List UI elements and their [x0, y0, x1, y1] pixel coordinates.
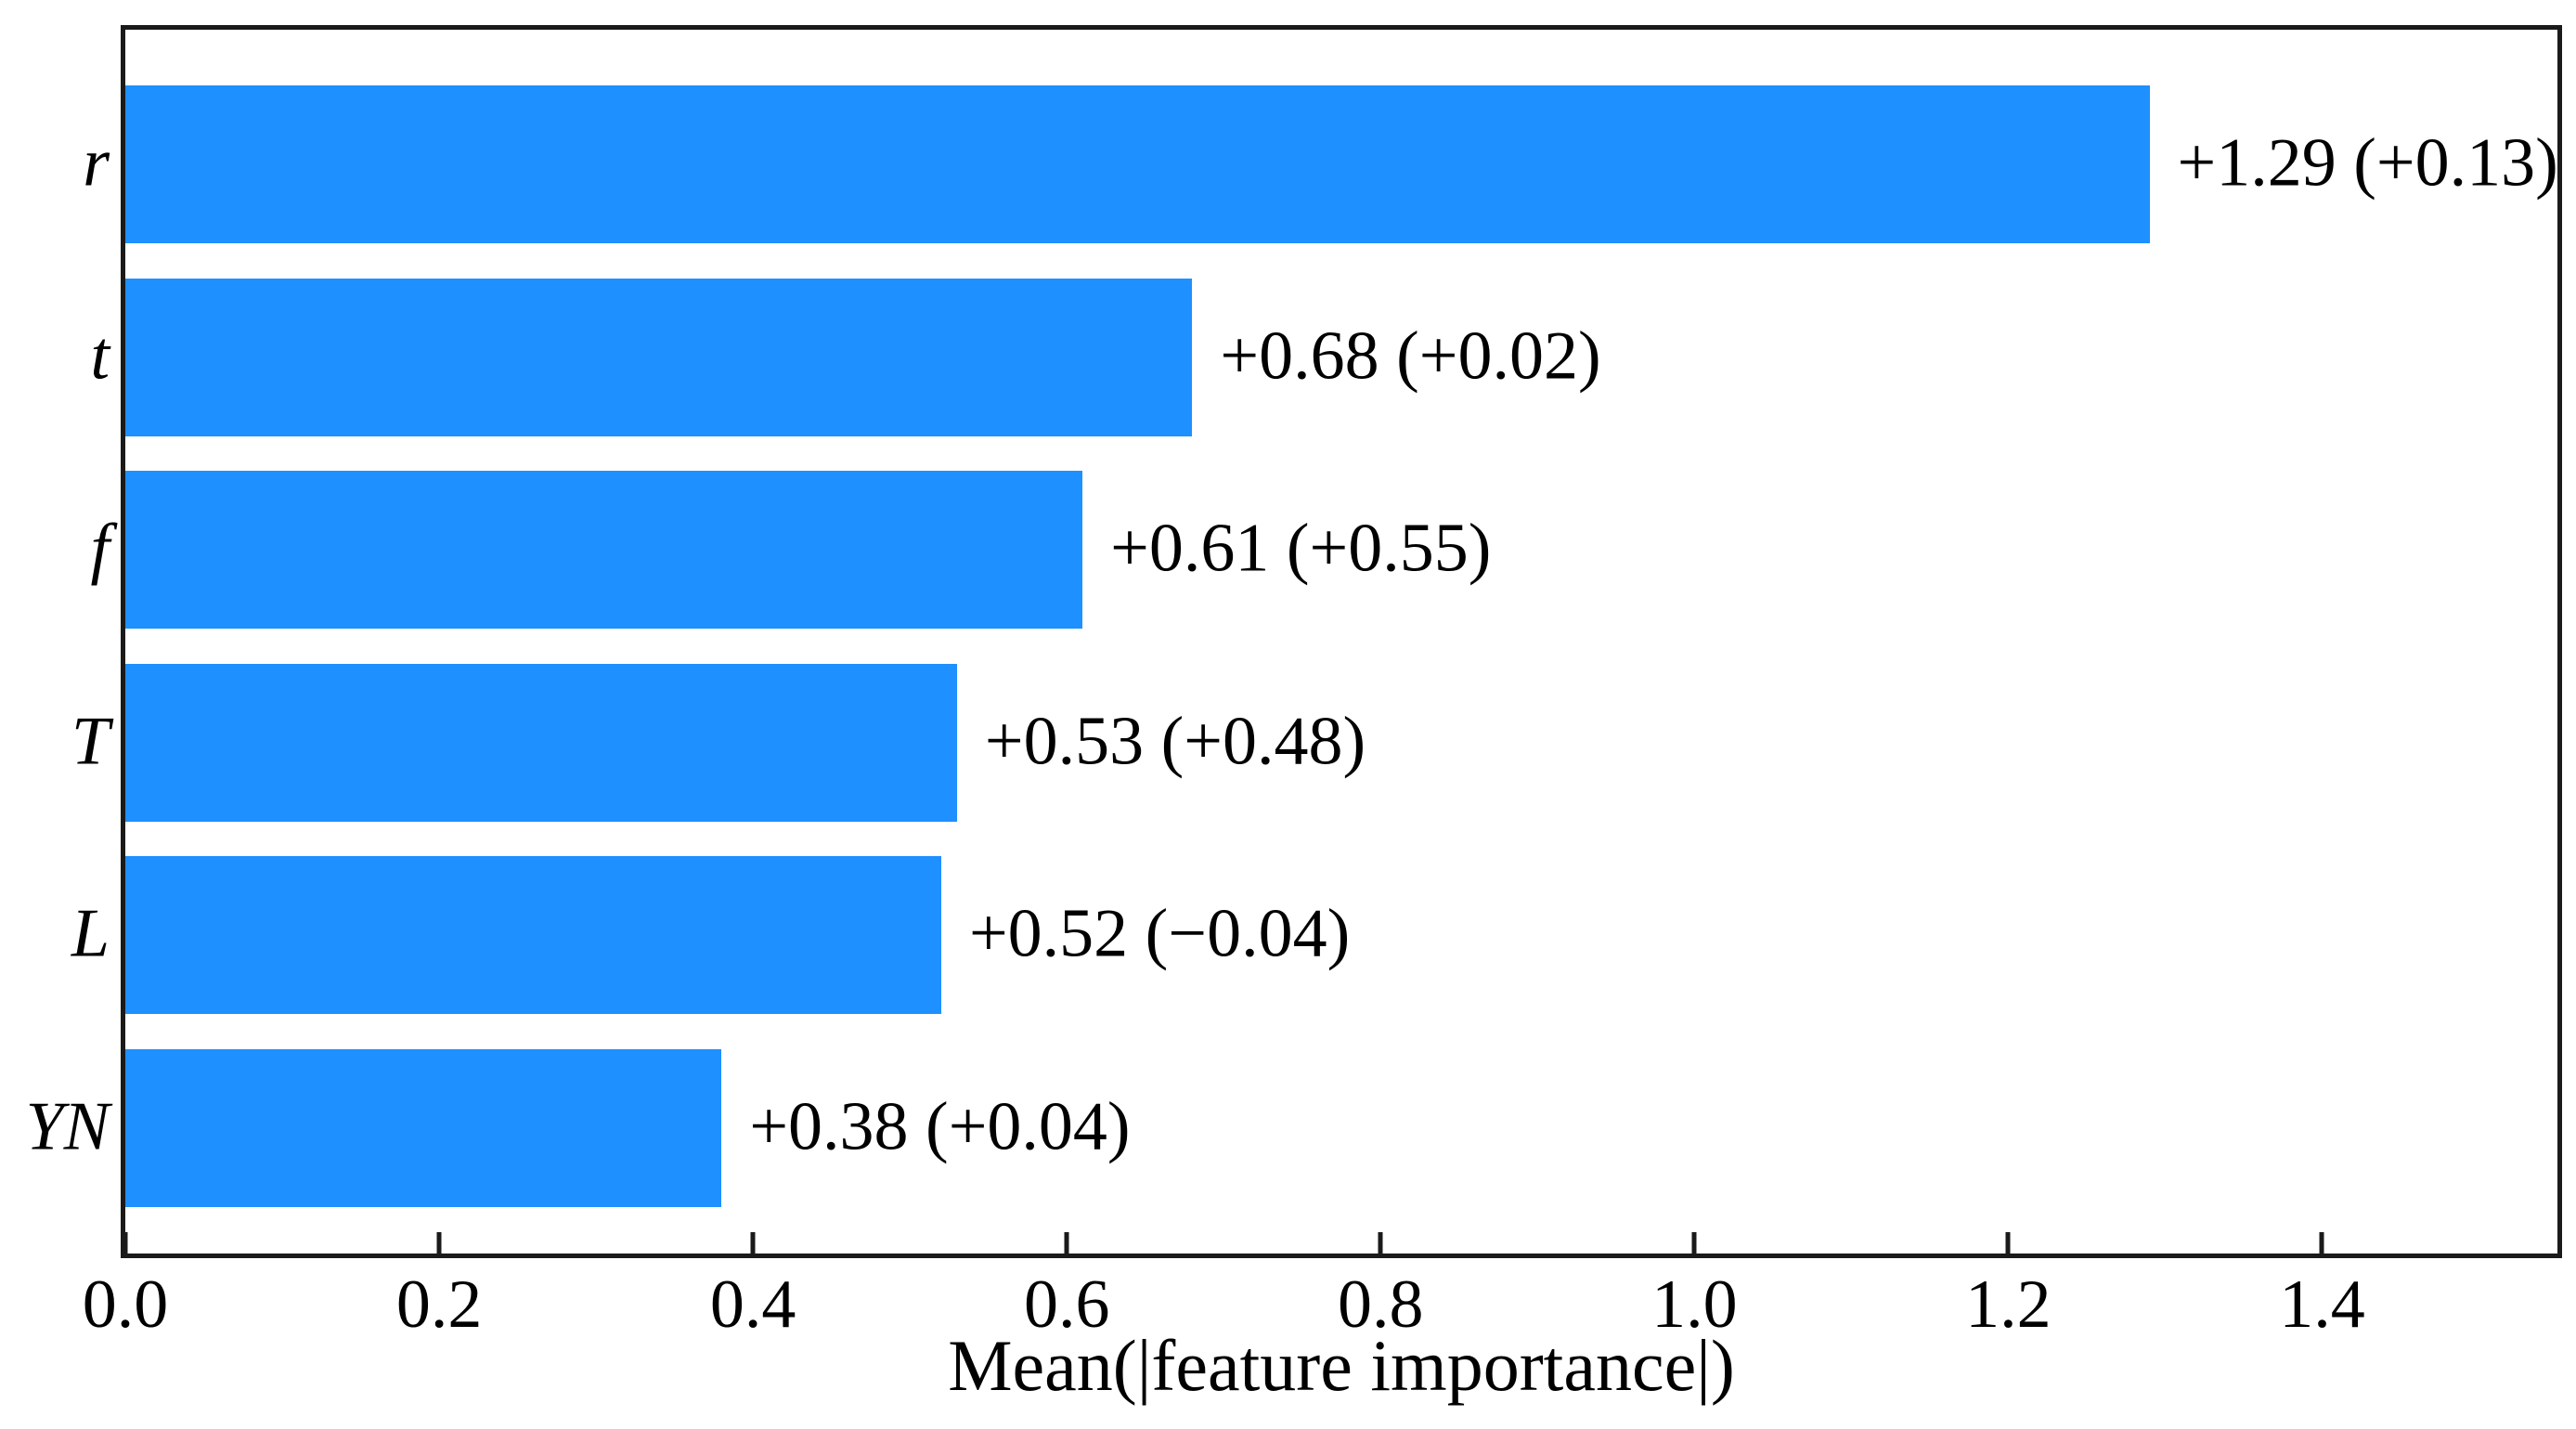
bar: [125, 85, 2150, 243]
bar-value-label: +0.38 (+0.04): [749, 1088, 1131, 1165]
x-tick-mark: [2319, 1232, 2324, 1254]
y-tick-label: L: [71, 895, 110, 972]
bar: [125, 856, 941, 1014]
x-tick-label: 0.0: [82, 1267, 169, 1343]
x-tick-label: 0.8: [1338, 1267, 1424, 1343]
x-tick-label: 0.6: [1023, 1267, 1110, 1343]
bar-value-label: +0.53 (+0.48): [984, 703, 1366, 780]
x-tick-label: 0.4: [709, 1267, 796, 1343]
x-tick-mark: [1064, 1232, 1069, 1254]
x-axis-tick-labels: 0.0 0.2 0.4 0.6 0.8 1.0 1.2 1.4: [83, 1267, 2557, 1352]
bar-value-label: +0.61 (+0.55): [1110, 510, 1492, 587]
x-axis-title: Mean(|feature importance|): [948, 1325, 1735, 1406]
y-tick-label: f: [90, 510, 110, 587]
x-tick-mark: [123, 1232, 128, 1254]
bar-value-label: +0.52 (−0.04): [968, 895, 1351, 972]
bar: [125, 471, 1083, 629]
plot-area: +1.29 (+0.13) +0.68 (+0.02) +0.61 (+0.55) +…: [121, 25, 2562, 1258]
bar: [125, 663, 957, 822]
x-tick-mark: [750, 1232, 756, 1254]
y-tick-label: YN: [25, 1088, 110, 1165]
x-tick-mark: [2005, 1232, 2011, 1254]
x-tick-label: 0.2: [395, 1267, 483, 1343]
y-tick-label: t: [90, 318, 110, 395]
bar-value-label: +0.68 (+0.02): [1220, 318, 1601, 395]
x-tick-mark: [436, 1232, 442, 1254]
x-tick-label: 1.2: [1965, 1267, 2052, 1343]
bar: [125, 1048, 722, 1207]
y-tick-label: T: [71, 703, 110, 780]
x-tick-label: 1.4: [2279, 1267, 2365, 1343]
bar: [125, 278, 1193, 436]
x-tick-mark: [1691, 1232, 1697, 1254]
x-tick-mark: [1378, 1232, 1383, 1254]
bar-value-label: +1.29 (+0.13): [2177, 124, 2558, 201]
x-tick-label: 1.0: [1651, 1267, 1738, 1343]
y-axis-labels: r t f T L YN: [0, 30, 110, 1254]
y-tick-label: r: [83, 124, 110, 201]
